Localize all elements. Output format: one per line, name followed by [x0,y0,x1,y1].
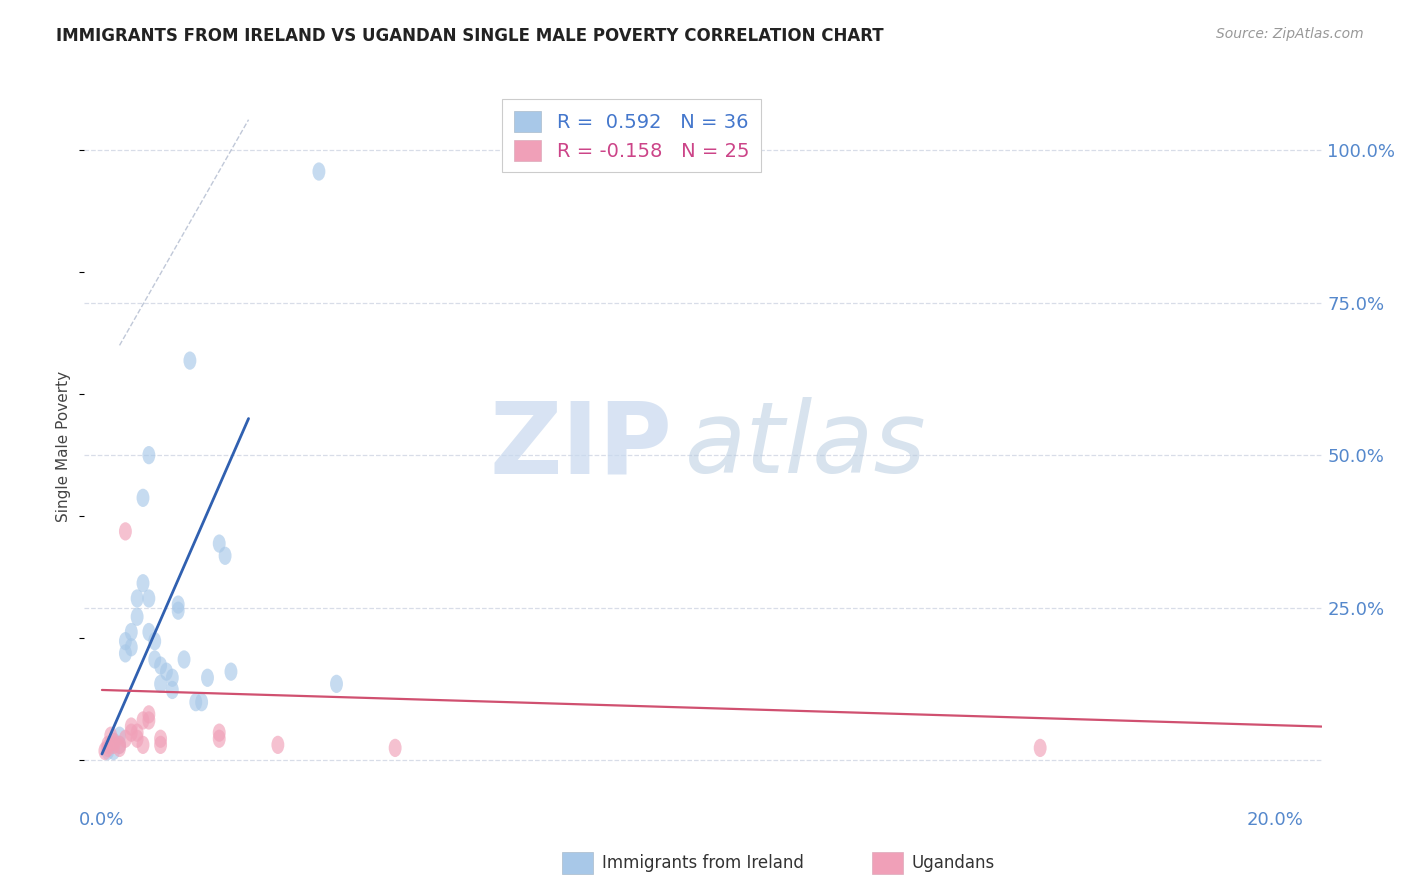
Ellipse shape [201,669,214,687]
Ellipse shape [212,534,226,553]
Ellipse shape [120,730,132,747]
Ellipse shape [195,693,208,711]
Ellipse shape [131,590,143,607]
Ellipse shape [225,663,238,681]
Ellipse shape [136,489,149,507]
Text: atlas: atlas [685,398,927,494]
Ellipse shape [312,162,325,181]
Ellipse shape [107,732,120,751]
Ellipse shape [148,650,162,669]
Text: ZIP: ZIP [489,398,672,494]
Ellipse shape [142,706,155,723]
Ellipse shape [112,739,127,757]
Ellipse shape [107,732,120,751]
Ellipse shape [155,730,167,747]
Ellipse shape [166,681,179,699]
Ellipse shape [1033,739,1046,757]
Ellipse shape [101,742,114,760]
Ellipse shape [107,742,120,760]
Ellipse shape [120,644,132,663]
Ellipse shape [160,663,173,681]
Ellipse shape [120,522,132,541]
Y-axis label: Single Male Poverty: Single Male Poverty [56,370,72,522]
Ellipse shape [101,739,114,757]
Ellipse shape [104,727,117,745]
Ellipse shape [125,623,138,641]
Ellipse shape [112,736,127,754]
Ellipse shape [104,736,117,754]
Text: Ugandans: Ugandans [911,855,994,872]
Ellipse shape [136,711,149,730]
Ellipse shape [136,574,149,592]
Ellipse shape [125,717,138,736]
Ellipse shape [142,590,155,607]
Ellipse shape [112,727,127,745]
Ellipse shape [131,607,143,626]
Text: Source: ZipAtlas.com: Source: ZipAtlas.com [1216,27,1364,41]
Ellipse shape [219,547,232,565]
Ellipse shape [120,632,132,650]
Ellipse shape [172,596,184,614]
Ellipse shape [155,736,167,754]
Ellipse shape [212,730,226,747]
Ellipse shape [98,742,111,760]
Ellipse shape [125,723,138,742]
Ellipse shape [125,638,138,657]
Ellipse shape [183,351,197,370]
Ellipse shape [142,446,155,465]
Ellipse shape [107,736,120,754]
Ellipse shape [148,632,162,650]
Ellipse shape [131,723,143,742]
Ellipse shape [190,693,202,711]
Ellipse shape [142,623,155,641]
Ellipse shape [101,736,114,754]
Ellipse shape [131,730,143,747]
Ellipse shape [177,650,190,669]
Ellipse shape [155,674,167,693]
Text: Immigrants from Ireland: Immigrants from Ireland [602,855,804,872]
Text: IMMIGRANTS FROM IRELAND VS UGANDAN SINGLE MALE POVERTY CORRELATION CHART: IMMIGRANTS FROM IRELAND VS UGANDAN SINGL… [56,27,884,45]
Ellipse shape [271,736,284,754]
Ellipse shape [330,674,343,693]
Ellipse shape [136,736,149,754]
Ellipse shape [112,736,127,754]
Legend: R =  0.592   N = 36, R = -0.158   N = 25: R = 0.592 N = 36, R = -0.158 N = 25 [502,99,761,172]
Ellipse shape [155,657,167,674]
Ellipse shape [212,723,226,742]
Ellipse shape [388,739,402,757]
Ellipse shape [142,711,155,730]
Ellipse shape [172,601,184,620]
Ellipse shape [166,669,179,687]
